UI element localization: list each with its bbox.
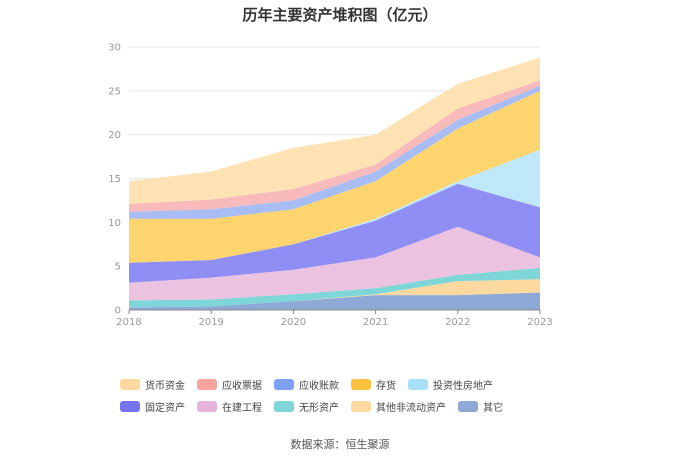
legend-item[interactable]: 其它 — [458, 399, 503, 414]
legend-swatch — [351, 401, 371, 412]
x-tick-label: 2018 — [116, 317, 141, 328]
legend-swatch — [458, 401, 478, 412]
legend-swatch — [120, 379, 140, 390]
legend-items: 货币资金 应收票据 应收账款 存货 投资性房地产固定资产 在建工程 无形资产 其他非流动资产 其… — [120, 377, 580, 421]
x-tick-label: 2021 — [363, 317, 388, 328]
chart-title: 历年主要资产堆积图（亿元） — [242, 6, 438, 24]
legend-item[interactable]: 应收账款 — [274, 377, 339, 392]
area-series-其他非流动资产 — [129, 279, 540, 308]
legend-item[interactable]: 无形资产 — [274, 399, 339, 414]
legend-label: 货币资金 — [145, 381, 185, 392]
area-series-应收账款 — [129, 85, 540, 219]
legend-swatch — [120, 401, 140, 412]
legend-label: 应收票据 — [222, 381, 262, 392]
legend-label: 无形资产 — [299, 403, 339, 414]
area-series-在建工程 — [129, 226, 540, 301]
legend-item[interactable]: 固定资产 — [120, 399, 185, 414]
legend-item[interactable]: 存货 — [351, 377, 396, 392]
y-tick-label: 5 — [115, 262, 121, 273]
x-tick-label: 2022 — [445, 317, 470, 328]
x-tick-label: 2023 — [527, 317, 552, 328]
x-tick-label: 2020 — [281, 317, 306, 328]
y-tick-label: 25 — [108, 86, 121, 97]
y-tick-label: 10 — [108, 218, 121, 229]
legend-swatch — [197, 401, 217, 412]
legend-item[interactable]: 应收票据 — [197, 377, 262, 392]
legend-swatch — [197, 379, 217, 390]
data-source-note: 数据来源：恒生聚源 — [290, 438, 390, 451]
legend-label: 固定资产 — [145, 403, 185, 414]
y-tick-label: 0 — [115, 306, 121, 317]
legend-swatch — [274, 401, 294, 412]
legend-item[interactable]: 在建工程 — [197, 399, 262, 414]
legend-item[interactable]: 投资性房地产 — [408, 377, 493, 392]
area-series-应收票据 — [129, 80, 540, 212]
area-series-其它 — [129, 292, 540, 310]
legend-item[interactable]: 其他非流动资产 — [351, 399, 446, 414]
area-series-货币资金 — [129, 57, 540, 204]
legend-label: 其它 — [483, 403, 503, 414]
legend-swatch — [351, 379, 371, 390]
legend-label: 存货 — [376, 381, 396, 392]
x-tick-label: 2019 — [198, 317, 223, 328]
legend-label: 应收账款 — [299, 381, 339, 392]
legend-label: 在建工程 — [222, 403, 262, 414]
area-series — [129, 57, 540, 310]
y-tick-label: 15 — [108, 174, 121, 185]
legend-swatch — [274, 379, 294, 390]
y-tick-label: 20 — [108, 130, 121, 141]
area-series-存货 — [129, 90, 540, 263]
legend-swatch — [408, 379, 428, 390]
legend: 货币资金 应收票据 应收账款 存货 投资性房地产固定资产 在建工程 无形资产 其他非流动资产 其… — [120, 377, 580, 421]
y-tick-label: 30 — [108, 43, 121, 54]
stacked-area-chart: 0 5 10 15 20 25 30 2018 2019 2020 2021 2022 2023 — [108, 43, 552, 329]
area-series-无形资产 — [129, 267, 540, 308]
legend-label: 投资性房地产 — [433, 381, 493, 392]
axes: 0 5 10 15 20 25 30 2018 2019 2020 2021 2022 2023 — [108, 43, 552, 329]
legend-label: 其他非流动资产 — [376, 403, 446, 414]
legend-item[interactable]: 货币资金 — [120, 377, 185, 392]
area-series-固定资产 — [129, 183, 540, 283]
